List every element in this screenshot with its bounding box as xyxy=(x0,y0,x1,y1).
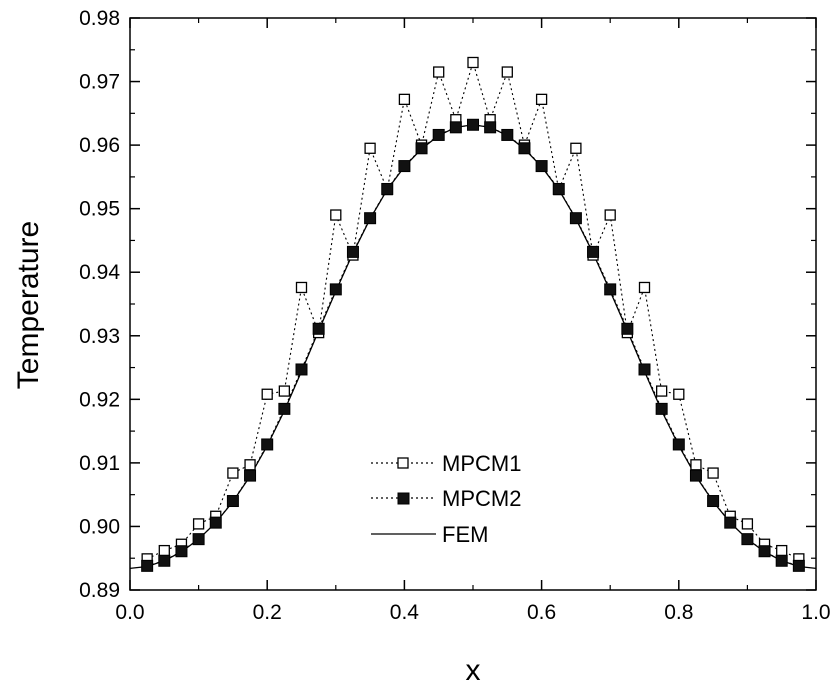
mpcm1-point xyxy=(707,467,719,479)
mpcm1-point xyxy=(192,518,205,530)
y-tick-label: 0.96 xyxy=(79,134,120,157)
mpcm2-point xyxy=(518,142,531,155)
mpcm2-point xyxy=(467,118,479,131)
mpcm2-point xyxy=(175,545,188,558)
mpcm1-point xyxy=(535,93,548,106)
legend: MPCM1 MPCM2 FEM xyxy=(371,451,521,547)
mpcm2-point xyxy=(535,160,548,173)
mpcm2-point xyxy=(689,469,702,482)
mpcm2-point xyxy=(741,533,754,546)
axis-ticks xyxy=(129,17,817,591)
mpcm2-point xyxy=(604,283,617,296)
mpcm2-point xyxy=(312,322,325,335)
mpcm2-point xyxy=(295,363,308,376)
mpcm2-point xyxy=(638,363,651,376)
mpcm2-point xyxy=(484,121,497,134)
mpcm2-point xyxy=(552,182,565,195)
mpcm2-point xyxy=(775,554,788,567)
mpcm2-point xyxy=(792,559,805,572)
legend-item-fem: FEM xyxy=(371,522,488,547)
mpcm2-point xyxy=(655,402,668,415)
legend-label-mpcm1: MPCM1 xyxy=(442,451,521,476)
mpcm2-point xyxy=(244,469,257,482)
mpcm1-point xyxy=(295,281,308,294)
mpcm1-point xyxy=(261,388,273,400)
y-tick-label: 0.95 xyxy=(79,198,120,221)
mpcm2-point xyxy=(381,182,394,195)
mpcm2-point xyxy=(569,212,582,225)
y-tick-label: 0.91 xyxy=(79,452,120,475)
mpcm1-point xyxy=(244,459,256,471)
y-tick-label: 0.89 xyxy=(79,579,120,602)
mpcm2-point xyxy=(329,283,342,296)
mpcm2-point xyxy=(209,516,222,529)
y-tick-labels: 0.89 0.90 0.91 0.92 0.93 0.94 0.95 0.96 0.97 0.98 xyxy=(79,7,120,602)
x-tick-label: 1.0 xyxy=(801,601,830,624)
y-tick-label: 0.98 xyxy=(79,7,120,30)
mpcm2-point xyxy=(724,516,737,529)
mpcm1-point xyxy=(604,209,616,221)
mpcm2-point xyxy=(449,121,462,134)
mpcm2-point xyxy=(158,554,171,567)
mpcm1-point xyxy=(330,209,342,221)
legend-marker-open-square xyxy=(397,457,409,469)
mpcm1-point xyxy=(741,518,754,530)
mpcm1-point xyxy=(433,66,445,78)
legend-item-mpcm1: MPCM1 xyxy=(371,451,521,476)
y-tick-label: 0.97 xyxy=(79,71,120,94)
x-tick-label: 0.2 xyxy=(253,601,282,624)
mpcm1-point xyxy=(690,459,702,471)
mpcm1-point xyxy=(227,467,239,479)
x-tick-label: 0.0 xyxy=(115,601,144,624)
y-axis-label: Temperature xyxy=(12,221,45,389)
y-tick-label: 0.94 xyxy=(79,261,120,284)
mpcm1-point xyxy=(398,93,411,106)
legend-item-mpcm2: MPCM2 xyxy=(371,486,521,511)
mpcm1-point xyxy=(158,544,170,557)
series-layer xyxy=(129,56,817,572)
mpcm2-point xyxy=(364,212,377,225)
x-tick-label: 0.6 xyxy=(527,601,556,624)
mpcm1-point xyxy=(638,281,651,294)
x-axis-label: x xyxy=(466,654,481,687)
mpcm1-point xyxy=(501,66,513,78)
mpcm2-point xyxy=(278,402,291,415)
mpcm2-point xyxy=(672,438,685,451)
legend-marker-filled-square xyxy=(397,492,410,505)
mpcm2-point xyxy=(192,533,205,546)
mpcm2-point xyxy=(346,245,359,258)
y-tick-label: 0.90 xyxy=(79,515,120,538)
mpcm1-point xyxy=(467,56,479,69)
mpcm1-point xyxy=(656,385,668,397)
y-tick-label: 0.93 xyxy=(79,325,120,348)
mpcm2-point xyxy=(261,438,274,451)
mpcm2-point xyxy=(758,545,771,558)
mpcm2-point xyxy=(398,160,411,173)
mpcm2-point xyxy=(415,142,428,155)
mpcm2-point xyxy=(501,128,514,141)
legend-label-fem: FEM xyxy=(442,522,488,547)
mpcm2-point xyxy=(141,559,154,572)
x-tick-labels: 0.0 0.2 0.4 0.6 0.8 1.0 xyxy=(115,601,830,624)
mpcm2-point xyxy=(587,245,600,258)
y-tick-label: 0.92 xyxy=(79,388,120,411)
mpcm1-point xyxy=(278,385,291,397)
mpcm1-point xyxy=(364,142,376,154)
mpcm2-point xyxy=(707,495,720,508)
legend-label-mpcm2: MPCM2 xyxy=(442,486,521,511)
mpcm1-point xyxy=(776,544,788,557)
mpcm2-point xyxy=(621,322,634,335)
x-tick-label: 0.8 xyxy=(664,601,693,624)
mpcm2-point xyxy=(432,128,445,141)
mpcm2-point xyxy=(226,495,239,508)
mpcm1-point xyxy=(570,142,582,154)
mpcm1-point xyxy=(673,388,685,400)
x-tick-label: 0.4 xyxy=(390,601,420,624)
